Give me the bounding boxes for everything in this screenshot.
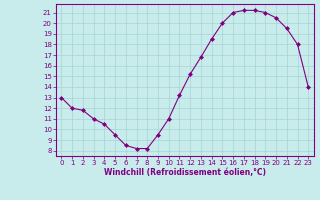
X-axis label: Windchill (Refroidissement éolien,°C): Windchill (Refroidissement éolien,°C) [104,168,266,177]
